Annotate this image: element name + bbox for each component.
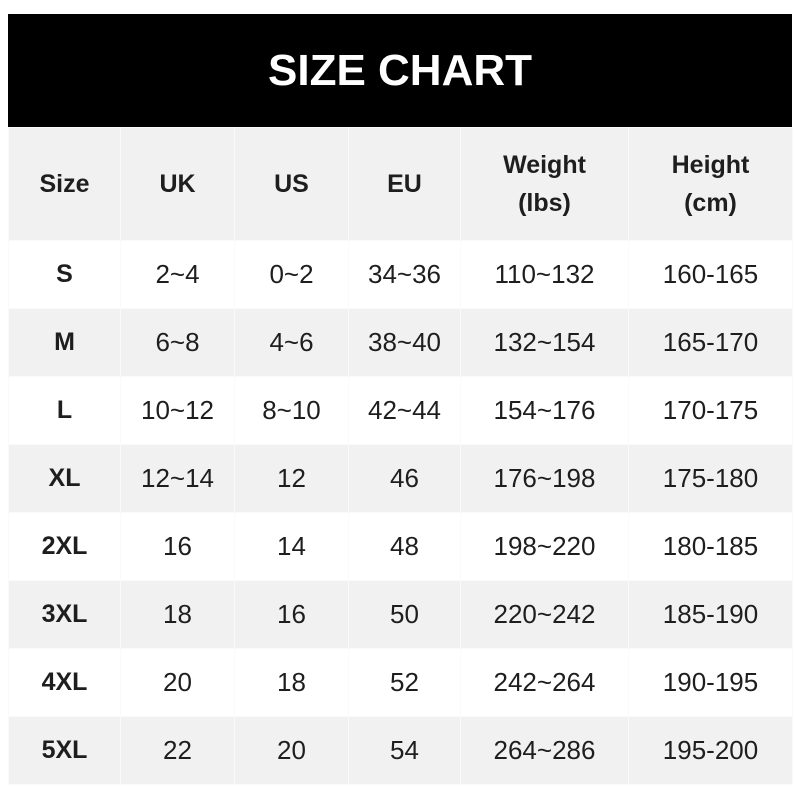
table-row: 4XL 20 18 52 242~264 190-195 (8, 648, 793, 717)
table-row: 3XL 18 16 50 220~242 185-190 (8, 580, 793, 649)
cell-us: 20 (234, 716, 349, 785)
cell-uk: 6~8 (120, 308, 235, 377)
column-header-height: Height (cm) (628, 127, 793, 241)
cell-size: S (8, 240, 121, 309)
cell-eu: 34~36 (348, 240, 461, 309)
cell-us: 18 (234, 648, 349, 717)
cell-us: 4~6 (234, 308, 349, 377)
cell-weight: 198~220 (460, 512, 629, 581)
cell-uk: 2~4 (120, 240, 235, 309)
cell-us: 0~2 (234, 240, 349, 309)
column-header-size: Size (8, 127, 121, 241)
cell-weight: 220~242 (460, 580, 629, 649)
cell-eu: 52 (348, 648, 461, 717)
cell-eu: 50 (348, 580, 461, 649)
cell-eu: 46 (348, 444, 461, 513)
cell-eu: 54 (348, 716, 461, 785)
cell-weight: 110~132 (460, 240, 629, 309)
column-header-weight: Weight (lbs) (460, 127, 629, 241)
cell-us: 14 (234, 512, 349, 581)
cell-size: M (8, 308, 121, 377)
table-row: 2XL 16 14 48 198~220 180-185 (8, 512, 793, 581)
cell-eu: 38~40 (348, 308, 461, 377)
cell-height: 185-190 (628, 580, 793, 649)
cell-height: 175-180 (628, 444, 793, 513)
table-row: L 10~12 8~10 42~44 154~176 170-175 (8, 376, 793, 445)
cell-uk: 20 (120, 648, 235, 717)
cell-eu: 42~44 (348, 376, 461, 445)
cell-size: 3XL (8, 580, 121, 649)
cell-height: 170-175 (628, 376, 793, 445)
column-header-us: US (234, 127, 349, 241)
cell-height: 195-200 (628, 716, 793, 785)
cell-weight: 154~176 (460, 376, 629, 445)
cell-us: 12 (234, 444, 349, 513)
cell-uk: 10~12 (120, 376, 235, 445)
header-row: Size UK US EU Weight (lbs) Height (cm) (8, 127, 793, 241)
cell-size: XL (8, 444, 121, 513)
cell-weight: 132~154 (460, 308, 629, 377)
cell-us: 16 (234, 580, 349, 649)
cell-weight: 264~286 (460, 716, 629, 785)
cell-height: 160-165 (628, 240, 793, 309)
cell-eu: 48 (348, 512, 461, 581)
cell-uk: 22 (120, 716, 235, 785)
cell-weight: 176~198 (460, 444, 629, 513)
cell-uk: 16 (120, 512, 235, 581)
table-row: S 2~4 0~2 34~36 110~132 160-165 (8, 240, 793, 309)
column-header-uk: UK (120, 127, 235, 241)
cell-us: 8~10 (234, 376, 349, 445)
size-chart-table: Size UK US EU Weight (lbs) Height (cm) S 2~4 0~… (8, 127, 793, 785)
cell-height: 165-170 (628, 308, 793, 377)
size-chart-title: SIZE CHART (8, 14, 792, 127)
cell-uk: 12~14 (120, 444, 235, 513)
cell-size: L (8, 376, 121, 445)
table-row: XL 12~14 12 46 176~198 175-180 (8, 444, 793, 513)
table-row: M 6~8 4~6 38~40 132~154 165-170 (8, 308, 793, 377)
cell-height: 190-195 (628, 648, 793, 717)
cell-height: 180-185 (628, 512, 793, 581)
cell-weight: 242~264 (460, 648, 629, 717)
cell-uk: 18 (120, 580, 235, 649)
cell-size: 2XL (8, 512, 121, 581)
cell-size: 4XL (8, 648, 121, 717)
cell-size: 5XL (8, 716, 121, 785)
table-row: 5XL 22 20 54 264~286 195-200 (8, 716, 793, 785)
column-header-eu: EU (348, 127, 461, 241)
